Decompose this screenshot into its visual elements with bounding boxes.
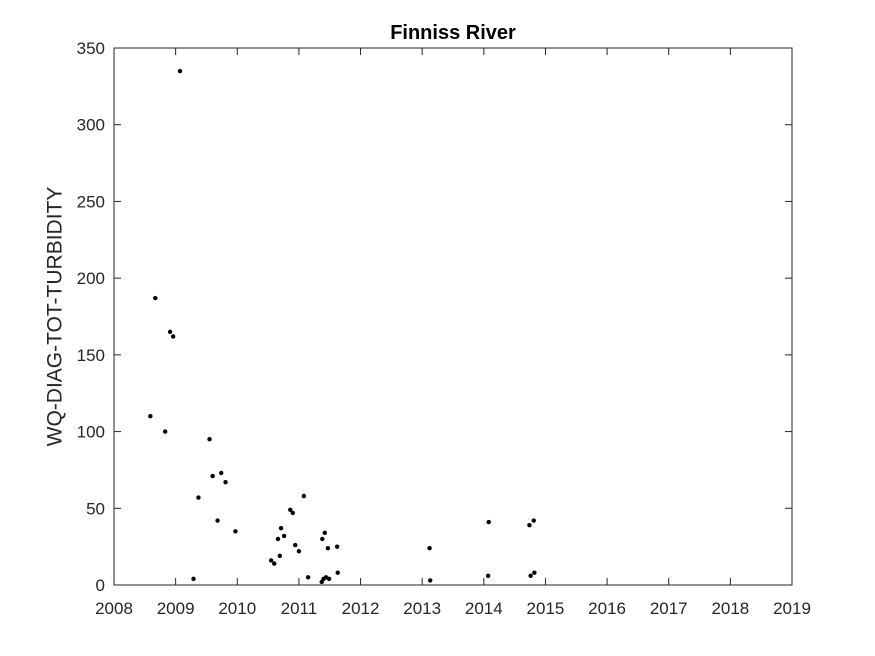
x-axis: 2008 2009 2010 2011 2012 2013 2014 2015 2016 2017…	[95, 48, 811, 618]
x-tick-label: 2013	[403, 599, 441, 618]
x-tick-label: 2014	[465, 599, 503, 618]
data-point	[207, 437, 212, 442]
data-point	[320, 536, 325, 542]
y-axis-title: WQ-DIAG-TOT-TURBIDITY	[44, 187, 67, 447]
data-point	[326, 576, 332, 582]
chart-title: Finniss River	[390, 22, 516, 44]
data-point	[215, 518, 220, 523]
data-point	[153, 295, 158, 301]
y-tick-label: 100	[77, 423, 105, 442]
plot-area	[113, 47, 793, 586]
data-point	[223, 480, 228, 485]
x-tick-label: 2018	[711, 599, 749, 618]
data-point	[281, 533, 287, 539]
y-tick-label: 300	[77, 116, 105, 135]
y-axis: 0 50 100 150 200 250 300 350	[77, 39, 792, 595]
data-point	[532, 570, 537, 575]
data-point	[177, 68, 183, 74]
data-point	[233, 529, 238, 534]
data-point	[427, 578, 433, 583]
data-point	[170, 334, 176, 339]
y-tick-label: 200	[77, 269, 105, 288]
data-point	[293, 542, 298, 548]
x-tick-label: 2008	[95, 599, 133, 618]
data-point	[191, 576, 196, 582]
x-tick-label: 2019	[773, 599, 811, 618]
data-point	[427, 545, 432, 551]
data-point	[301, 493, 307, 499]
data-point	[275, 536, 281, 542]
data-point	[334, 544, 340, 549]
data-point	[531, 518, 536, 523]
data-point	[210, 473, 215, 479]
data-point	[272, 561, 277, 566]
data-point	[148, 414, 153, 419]
x-tick-label: 2009	[157, 599, 195, 618]
data-point	[486, 519, 491, 525]
data-point	[322, 530, 327, 536]
x-tick-label: 2015	[527, 599, 565, 618]
data-point	[277, 553, 283, 559]
data-point	[290, 510, 295, 516]
data-point	[528, 573, 533, 578]
data-points	[148, 68, 537, 585]
y-tick-label: 250	[77, 192, 105, 211]
x-tick-label: 2012	[342, 599, 380, 618]
data-point	[167, 329, 173, 335]
y-tick-label: 50	[86, 499, 105, 518]
data-point	[325, 545, 331, 551]
data-point	[305, 575, 311, 580]
data-point	[335, 570, 340, 575]
x-tick-label: 2016	[588, 599, 626, 618]
data-point	[527, 522, 532, 528]
x-tick-label: 2011	[281, 599, 318, 618]
data-point	[296, 549, 302, 554]
y-tick-label: 350	[77, 39, 105, 58]
data-point	[162, 429, 168, 434]
y-tick-label: 150	[77, 346, 105, 365]
x-tick-label: 2017	[650, 599, 688, 618]
data-point	[268, 558, 274, 563]
data-point	[278, 526, 284, 531]
y-tick-label: 0	[96, 576, 105, 595]
data-point	[288, 507, 293, 513]
data-point	[219, 470, 224, 476]
data-point	[196, 495, 201, 500]
x-tick-label: 2010	[218, 599, 256, 618]
data-point	[485, 573, 491, 578]
